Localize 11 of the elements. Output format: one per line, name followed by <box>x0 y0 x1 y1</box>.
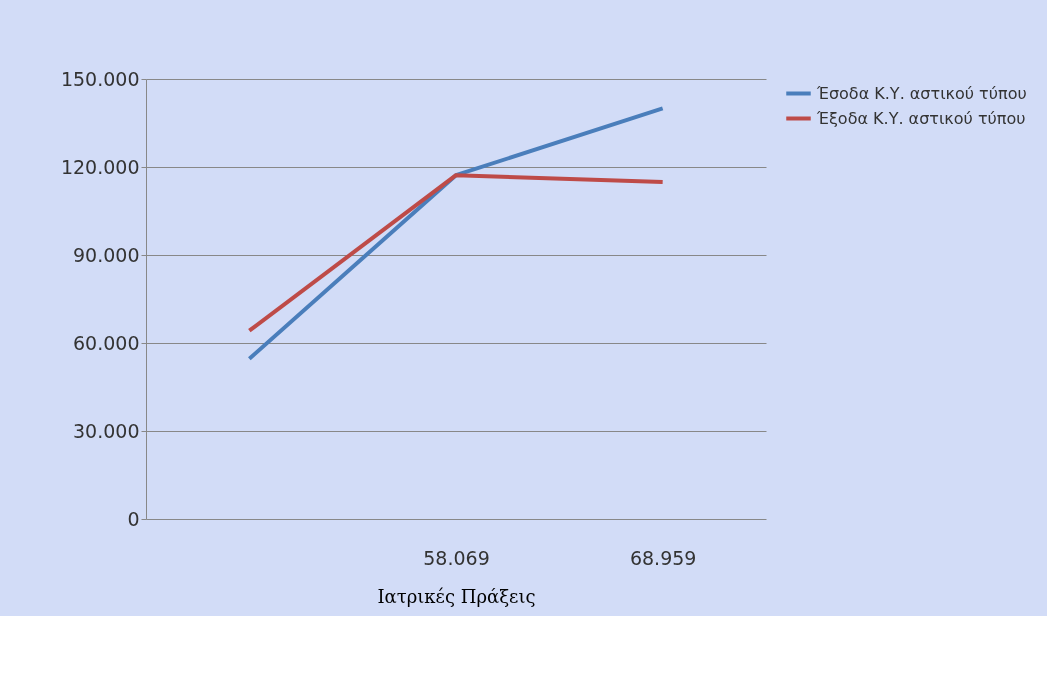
legend-label: Έξοδα Κ.Υ. αστικού τύπου <box>816 108 1026 128</box>
y-tick-label: 90.000 <box>73 243 140 266</box>
y-tick-label: 150.000 <box>60 67 140 90</box>
y-tick-label: 30.000 <box>73 419 140 442</box>
x-axis-title: Ιατρικές Πράξεις <box>377 585 536 607</box>
y-tick-label: 0 <box>127 507 140 530</box>
y-tick-label: 120.000 <box>60 155 140 178</box>
x-tick-label: 58.069 <box>423 546 490 569</box>
legend-label: Έσοδα Κ.Υ. αστικού τύπου <box>816 83 1027 103</box>
x-tick-label: 68.959 <box>629 546 697 569</box>
y-tick-label: 60.000 <box>73 331 140 354</box>
